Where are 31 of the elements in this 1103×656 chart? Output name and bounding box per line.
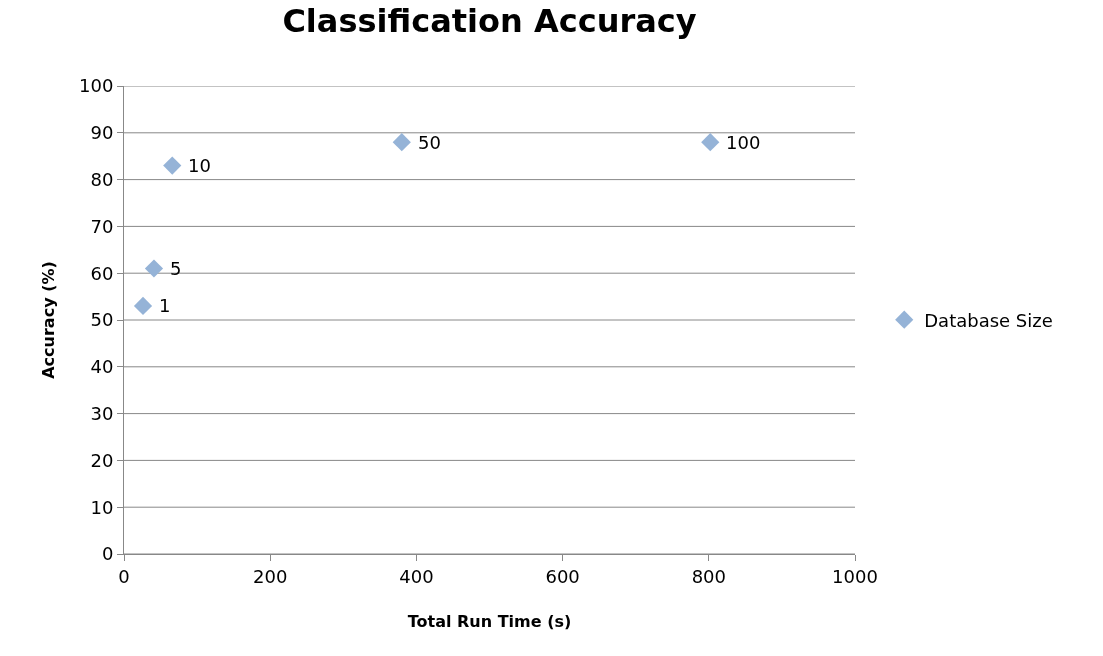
y-tick-label: 20 — [90, 449, 114, 471]
point — [163, 156, 182, 175]
annotation: 100 — [726, 132, 761, 153]
legend-label: Database Size — [924, 309, 1053, 331]
annotation: 10 — [188, 155, 211, 176]
annotation: 1 — [159, 295, 171, 316]
y-tick-label: 0 — [101, 543, 114, 565]
point — [392, 133, 411, 152]
x-tick-label: 0 — [118, 565, 130, 587]
annotation: 5 — [170, 258, 182, 279]
point — [133, 296, 153, 316]
y-tick-label: 100 — [79, 75, 114, 97]
x-axis-title: Total Run Time (s) — [407, 612, 572, 632]
y-axis-title: Accuracy (%) — [38, 261, 58, 379]
annotation: 50 — [418, 132, 441, 153]
chart-title: Classification Accuracy — [282, 2, 697, 41]
y-tick-label: 70 — [90, 215, 114, 237]
y-tick-label: 90 — [90, 122, 114, 144]
x-tick-label: 200 — [253, 565, 288, 587]
x-tick-label: 1000 — [832, 565, 878, 587]
x-tick-label: 800 — [691, 565, 726, 587]
y-tick-label: 40 — [90, 356, 114, 378]
y-tick-label: 50 — [90, 309, 114, 331]
x-tick-label: 600 — [545, 565, 580, 587]
y-tick-label: 10 — [90, 496, 114, 518]
y-tick-label: 80 — [90, 168, 114, 190]
y-tick-label: 60 — [90, 262, 114, 284]
point — [144, 259, 164, 278]
y-tick-label: 30 — [90, 402, 114, 424]
point — [701, 133, 720, 152]
x-tick-label: 400 — [399, 565, 434, 587]
